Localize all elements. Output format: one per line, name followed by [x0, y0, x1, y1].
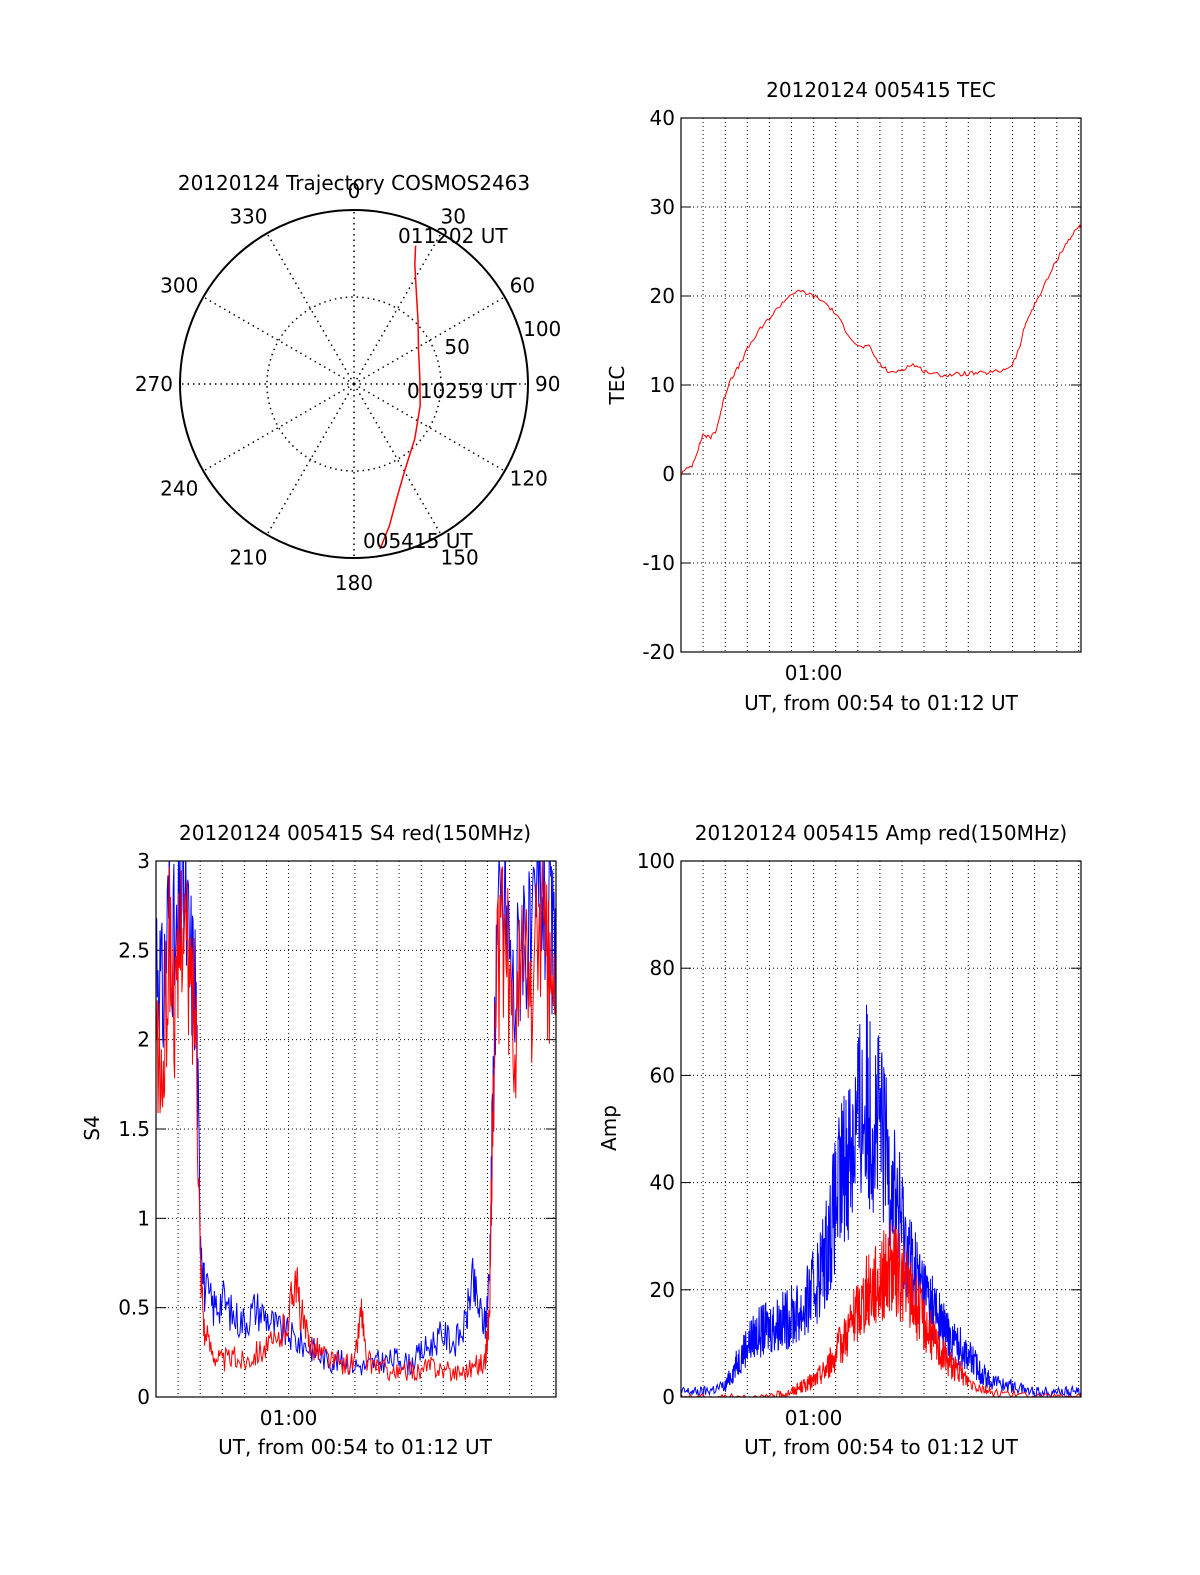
amp-chart: 20120124 005415 Amp red(150MHz) 0 20 40 60 8…	[597, 821, 1082, 1459]
plot-frame	[680, 117, 1082, 653]
s4-chart: 20120124 005415 S4 red(150MHz) 0 0.5 1 1.5 2…	[80, 821, 557, 1459]
series-line	[681, 1004, 1081, 1397]
y-tick-label: 20	[650, 1278, 675, 1302]
y-tick-label: 0	[662, 462, 675, 486]
y-tick-label: 0	[137, 1385, 150, 1409]
polar-grid-spoke	[202, 296, 355, 385]
polar-grid-spoke	[202, 383, 355, 472]
amp-ylabel: Amp	[597, 1105, 621, 1151]
polar-radial-label: 100	[523, 317, 561, 341]
trajectory-end-label: 011202 UT	[398, 224, 508, 248]
amp-xlabel: UT, from 00:54 to 01:12 UT	[744, 1435, 1019, 1459]
y-tick-label: 0	[662, 1385, 675, 1409]
x-tick-label: 01:00	[260, 1406, 318, 1430]
polar-angle-label: 60	[510, 274, 535, 298]
y-tick-label: -20	[642, 640, 675, 664]
polar-angle-labels: 0 30 60 90 120 150 180 210 240 270 300 330	[135, 179, 561, 595]
trajectory-series	[379, 245, 421, 550]
plot-frame	[155, 860, 557, 1398]
polar-angle-label: 270	[135, 372, 173, 396]
s4-xlabel: UT, from 00:54 to 01:12 UT	[218, 1435, 493, 1459]
y-tick-label: -10	[642, 551, 675, 575]
series-line	[681, 224, 1081, 476]
x-tick-label: 01:00	[785, 661, 843, 685]
tec-ylabel: TEC	[605, 366, 629, 406]
series-line	[156, 861, 556, 1382]
polar-angle-label: 150	[441, 546, 479, 570]
trajectory-mid-label: 010259 UT	[407, 379, 517, 403]
trajectory-line	[379, 245, 421, 550]
polar-grid-spoke	[353, 383, 506, 472]
y-tick-label: 20	[650, 284, 675, 308]
plot-frame	[680, 860, 1082, 1398]
polar-angle-label: 300	[160, 274, 198, 298]
tec-xlabel: UT, from 00:54 to 01:12 UT	[744, 691, 1019, 715]
polar-grid-spoke	[266, 383, 355, 536]
amp-title: 20120124 005415 Amp red(150MHz)	[695, 821, 1067, 845]
polar-title: 20120124 Trajectory COSMOS2463	[178, 171, 530, 195]
y-tick-label: 1.5	[118, 1117, 150, 1141]
polar-grid-spoke	[353, 232, 442, 385]
trajectory-start-label: 005415 UT	[363, 529, 473, 553]
trajectory-polar-chart: 20120124 Trajectory COSMOS2463 0 30 60 90 12…	[135, 171, 561, 595]
y-tick-label: 2.5	[118, 938, 150, 962]
polar-angle-label: 0	[348, 179, 361, 203]
y-tick-label: 0.5	[118, 1296, 150, 1320]
polar-grid-circle	[266, 296, 442, 472]
s4-ylabel: S4	[80, 1115, 104, 1140]
tec-chart: 20120124 005415 TEC -20 -10 0 10 20 30 40 01:00…	[605, 78, 1082, 715]
x-tick-label: 01:00	[785, 1406, 843, 1430]
y-tick-label: 60	[650, 1063, 675, 1087]
polar-grid-spoke	[266, 232, 355, 385]
polar-grid	[179, 209, 529, 559]
polar-angle-label: 30	[441, 204, 466, 228]
polar-radial-label: 50	[444, 335, 469, 359]
s4-title: 20120124 005415 S4 red(150MHz)	[179, 821, 531, 845]
polar-angle-label: 210	[229, 546, 267, 570]
tec-title: 20120124 005415 TEC	[766, 78, 996, 102]
series-line	[681, 1223, 1081, 1397]
y-tick-label: 3	[137, 849, 150, 873]
polar-angle-label: 120	[510, 467, 548, 491]
polar-outer-circle	[179, 209, 529, 559]
y-tick-label: 40	[650, 106, 675, 130]
y-tick-label: 1	[137, 1206, 150, 1230]
y-tick-label: 80	[650, 956, 675, 980]
y-tick-label: 40	[650, 1171, 675, 1195]
polar-angle-label: 90	[535, 372, 560, 396]
y-tick-label: 100	[637, 849, 675, 873]
polar-angle-label: 330	[229, 204, 267, 228]
y-tick-label: 10	[650, 373, 675, 397]
polar-angle-label: 180	[335, 571, 373, 595]
polar-radial-labels: 50 100	[444, 317, 561, 359]
y-tick-label: 2	[137, 1028, 150, 1052]
polar-angle-label: 240	[160, 477, 198, 501]
polar-grid-spoke	[353, 383, 442, 536]
y-tick-label: 30	[650, 195, 675, 219]
polar-grid-spoke	[353, 296, 506, 385]
